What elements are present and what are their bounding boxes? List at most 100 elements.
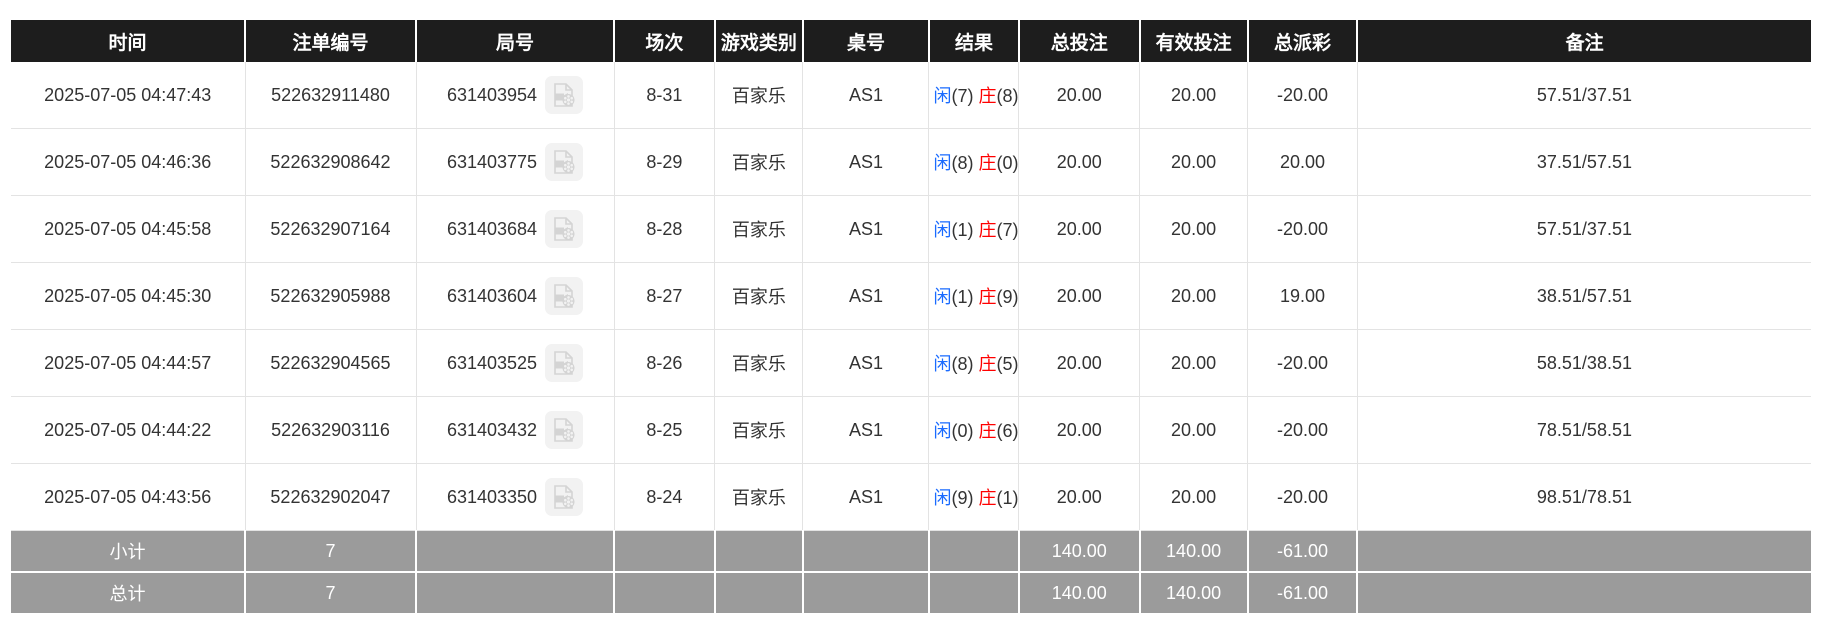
cell-session: 8-24 [614, 463, 716, 531]
cell-time: 2025-07-05 04:45:58 [11, 195, 246, 263]
cell-result: 闲(9) 庄(1) [928, 463, 1020, 531]
cell-table-no: AS1 [802, 262, 930, 330]
cell-table-no: AS1 [802, 329, 930, 397]
round-no-text: 631403525 [446, 352, 538, 373]
cell-table-no: AS1 [802, 396, 930, 464]
video-replay-icon[interactable] [545, 344, 584, 382]
video-replay-icon[interactable] [545, 143, 584, 181]
column-header-session[interactable]: 场次 [614, 20, 716, 62]
result-banker-label: 庄 [978, 488, 997, 508]
summary-label: 小计 [11, 530, 246, 573]
result-player-label: 闲 [933, 421, 952, 441]
column-header-table-no[interactable]: 桌号 [802, 20, 930, 62]
cell-session: 8-27 [614, 262, 716, 330]
column-header-result[interactable]: 结果 [928, 20, 1020, 62]
summary-result [928, 572, 1020, 613]
summary-valid-bet: 140.00 [1139, 572, 1249, 613]
cell-session: 8-31 [614, 62, 716, 129]
cell-valid-bet: 20.00 [1139, 262, 1249, 330]
cell-round-no: 631403432 [416, 396, 615, 464]
table-row: 2025-07-05 04:47:43 522632911480 631403954… [11, 62, 1811, 129]
cell-bet-id: 522632904565 [245, 329, 417, 397]
result-player-label: 闲 [933, 354, 952, 374]
cell-round-no: 631403954 [416, 62, 615, 129]
column-header-total-bet[interactable]: 总投注 [1018, 20, 1141, 62]
summary-total-bet: 140.00 [1018, 530, 1141, 573]
result-banker-label: 庄 [978, 220, 997, 240]
cell-bet-id: 522632902047 [245, 463, 417, 531]
summary-count: 7 [245, 572, 417, 613]
round-no-text: 631403432 [446, 419, 538, 440]
table-body: 2025-07-05 04:47:43 522632911480 631403954… [11, 62, 1811, 531]
cell-table-no: AS1 [802, 195, 930, 263]
table-row: 2025-07-05 04:46:36 522632908642 631403775… [11, 128, 1811, 196]
cell-valid-bet: 20.00 [1139, 396, 1249, 464]
cell-total-bet: 20.00 [1018, 329, 1141, 397]
result-player-value: (1) [951, 287, 974, 307]
cell-remark: 98.51/78.51 [1357, 463, 1811, 531]
column-header-total-payout[interactable]: 总派彩 [1247, 20, 1359, 62]
video-replay-icon[interactable] [545, 478, 584, 516]
result-banker-label: 庄 [978, 86, 997, 106]
cell-total-payout: -20.00 [1247, 463, 1358, 531]
cell-game-type: 百家乐 [714, 262, 804, 330]
table-row: 2025-07-05 04:45:58 522632907164 631403684… [11, 195, 1811, 263]
cell-result: 闲(0) 庄(6) [928, 396, 1020, 464]
summary-remark [1357, 572, 1811, 613]
result-player-label: 闲 [933, 287, 952, 307]
cell-valid-bet: 20.00 [1139, 329, 1249, 397]
cell-time: 2025-07-05 04:44:22 [11, 396, 246, 464]
cell-total-payout: -20.00 [1247, 396, 1358, 464]
cell-total-payout: -20.00 [1247, 195, 1358, 263]
cell-remark: 57.51/37.51 [1357, 62, 1811, 129]
column-header-valid-bet[interactable]: 有效投注 [1139, 20, 1249, 62]
cell-valid-bet: 20.00 [1139, 62, 1249, 129]
cell-session: 8-28 [614, 195, 716, 263]
cell-game-type: 百家乐 [714, 329, 804, 397]
cell-round-no: 631403775 [416, 128, 615, 196]
cell-remark: 78.51/58.51 [1357, 396, 1811, 464]
cell-game-type: 百家乐 [714, 396, 804, 464]
result-banker-value: (5) [996, 354, 1019, 374]
summary-session [614, 530, 716, 573]
summary-game-type [714, 530, 804, 573]
cell-bet-id: 522632911480 [245, 62, 417, 129]
cell-result: 闲(8) 庄(5) [928, 329, 1020, 397]
column-header-time[interactable]: 时间 [11, 20, 246, 62]
table-header: 时间 注单编号 局号 场次 游戏类别 桌号 结果 总投注 有效投注 总派彩 备注 [11, 20, 1811, 62]
result-player-label: 闲 [933, 153, 952, 173]
result-banker-value: (0) [996, 153, 1019, 173]
result-banker-label: 庄 [978, 287, 997, 307]
cell-table-no: AS1 [802, 463, 930, 531]
summary-table-no [802, 572, 930, 613]
video-replay-icon[interactable] [545, 277, 584, 315]
cell-remark: 57.51/37.51 [1357, 195, 1811, 263]
summary-count: 7 [245, 530, 417, 573]
cell-result: 闲(1) 庄(7) [928, 195, 1020, 263]
summary-total-bet: 140.00 [1018, 572, 1141, 613]
cell-game-type: 百家乐 [714, 128, 804, 196]
cell-round-no: 631403350 [416, 463, 615, 531]
cell-time: 2025-07-05 04:44:57 [11, 329, 246, 397]
column-header-round-no[interactable]: 局号 [416, 20, 615, 62]
cell-bet-id: 522632908642 [245, 128, 417, 196]
video-replay-icon[interactable] [545, 210, 584, 248]
summary-round-no [416, 530, 615, 573]
video-replay-icon[interactable] [545, 411, 584, 449]
column-header-game-type[interactable]: 游戏类别 [714, 20, 804, 62]
result-player-label: 闲 [933, 488, 952, 508]
video-replay-icon[interactable] [545, 76, 584, 114]
summary-session [614, 572, 716, 613]
summary-result [928, 530, 1020, 573]
column-header-remark[interactable]: 备注 [1357, 20, 1811, 62]
summary-table-no [802, 530, 930, 573]
cell-game-type: 百家乐 [714, 62, 804, 129]
column-header-bet-id[interactable]: 注单编号 [245, 20, 417, 62]
result-banker-value: (1) [996, 488, 1019, 508]
cell-total-bet: 20.00 [1018, 62, 1141, 129]
table-row: 2025-07-05 04:45:30 522632905988 631403604… [11, 262, 1811, 330]
cell-total-payout: 20.00 [1247, 128, 1358, 196]
table-row: 2025-07-05 04:44:22 522632903116 631403432… [11, 396, 1811, 464]
cell-result: 闲(7) 庄(8) [928, 62, 1020, 129]
result-banker-label: 庄 [978, 421, 997, 441]
